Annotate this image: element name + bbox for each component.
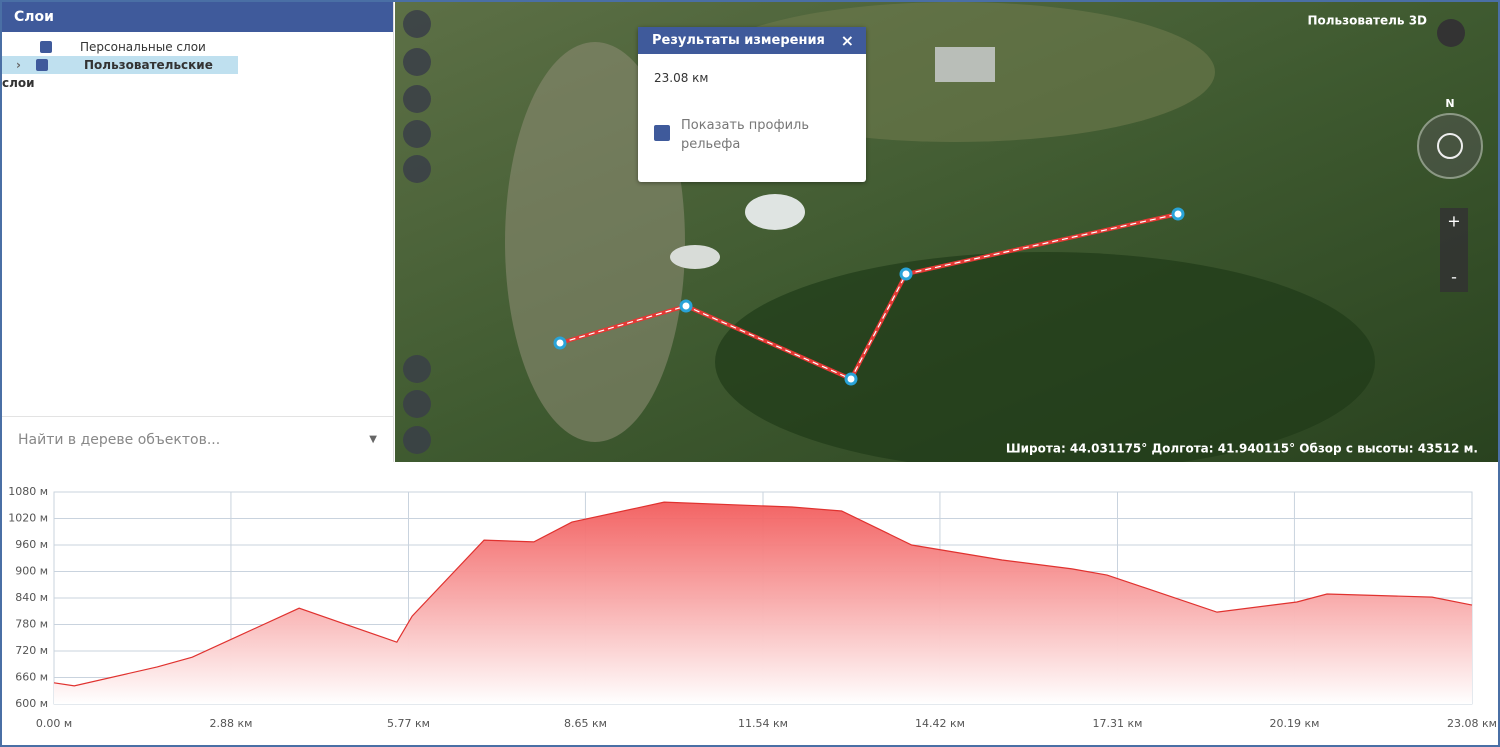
y-tick-label: 720 м: [15, 644, 48, 657]
x-tick-label: 20.19 км: [1269, 717, 1319, 730]
area-line: [53, 501, 1473, 687]
x-tick-label: 0.00 м: [36, 717, 72, 730]
popup-header: Результаты измерения ×: [638, 27, 866, 54]
area-fill: [54, 502, 1472, 704]
x-tick-label: 23.08 км: [1447, 717, 1497, 730]
x-tick-label: 2.88 км: [209, 717, 252, 730]
user-label: Пользователь 3D: [1307, 14, 1427, 28]
y-tick-label: 780 м: [15, 618, 48, 631]
distance: 23.08 км: [654, 71, 709, 85]
compass-north: N: [1445, 97, 1454, 110]
layer-label: Пользовательские слои: [2, 58, 213, 90]
y-tick-label: 660 м: [15, 671, 48, 684]
popup-title: Результаты измерения: [652, 33, 825, 48]
checkbox-label[interactable]: Показать профиль рельефа: [681, 118, 810, 152]
measure-popup: Результаты измерения × 23.08 км Показать …: [638, 27, 866, 182]
layers-panel: Слои Персональные слои › Пользовательские…: [2, 2, 394, 462]
y-tick-label: 600 м: [15, 697, 48, 710]
x-tick-label: 11.54 км: [738, 717, 788, 730]
checkbox[interactable]: [36, 59, 48, 71]
panel-title: Слои: [2, 2, 393, 32]
checkbox[interactable]: [40, 41, 52, 53]
y-tick-label: 1020 м: [8, 512, 48, 525]
zoom-in[interactable]: +: [1447, 212, 1460, 231]
search-box[interactable]: Найти в дереве объектов... ▼: [2, 416, 393, 462]
elevation-chart: 600 м 660 м 720 м 780 м 840 м 900 м 960 м 1020 …: [8, 485, 1497, 730]
y-tick-label: 840 м: [15, 591, 48, 604]
y-tick-label: 960 м: [15, 538, 48, 551]
search-placeholder: Найти в дереве объектов...: [18, 432, 221, 448]
status-bar: Широта: 44.031175° Долгота: 41.940115° О…: [1006, 442, 1478, 456]
checkbox[interactable]: [654, 125, 670, 141]
y-tick-label: 900 м: [15, 565, 48, 578]
layer-item[interactable]: Персональные слои: [6, 38, 206, 56]
x-tick-label: 5.77 км: [387, 717, 430, 730]
y-tick-label: 1080 м: [8, 485, 48, 498]
zoom-out[interactable]: -: [1451, 268, 1457, 287]
close-button[interactable]: ×: [840, 31, 854, 50]
layer-item[interactable]: › Пользовательские слои: [2, 56, 238, 90]
map[interactable]: N + - Пользователь 3D Широта: 44.031175°…: [395, 2, 1498, 462]
x-tick-label: 14.42 км: [915, 717, 965, 730]
layer-label: Персональные слои: [80, 40, 206, 54]
x-tick-label: 8.65 км: [564, 717, 607, 730]
x-tick-label: 17.31 км: [1093, 717, 1143, 730]
